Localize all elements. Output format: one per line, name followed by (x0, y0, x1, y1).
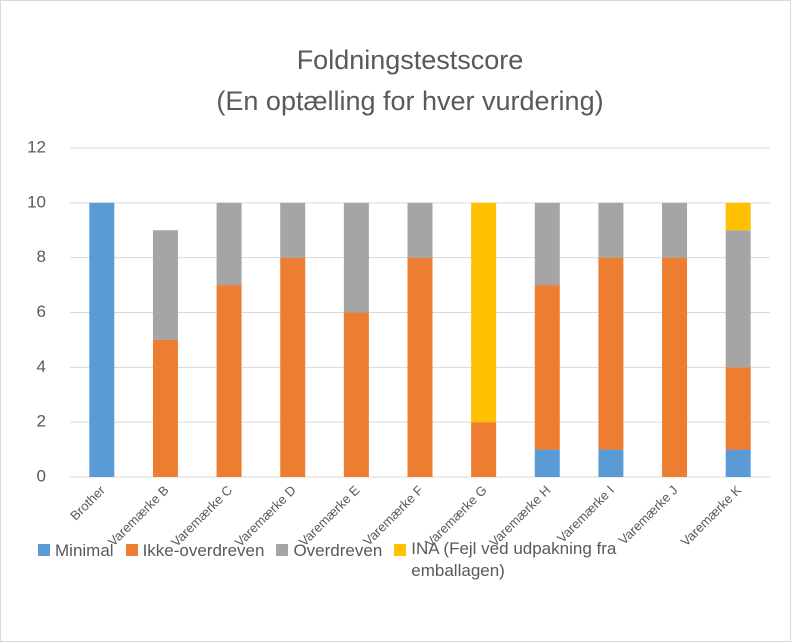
bar-segment (725, 202, 751, 231)
legend-swatch (276, 544, 289, 556)
legend-swatch (125, 544, 138, 556)
bar-segment (534, 285, 560, 450)
legend-label: INA (Fejl ved udpakning fra emballagen) (411, 539, 617, 580)
legend-item: INA (Fejl ved udpakning fra emballagen) (394, 538, 711, 582)
y-tick-label: 2 (37, 412, 46, 431)
y-tick-label: 10 (27, 192, 46, 211)
bar-segment (280, 202, 306, 258)
legend: Minimal Ikke-overdreven Overdreven INA (Fej… (38, 538, 778, 582)
chart-subtitle: (En optælling for hver vurdering) (216, 86, 603, 116)
bar-segment (280, 257, 306, 477)
bar-segment (343, 202, 369, 313)
bar-segment (598, 449, 624, 477)
bar-segment (662, 257, 688, 477)
y-tick-label: 6 (37, 302, 46, 321)
y-tick-label: 0 (37, 466, 46, 485)
bar-segment (471, 202, 497, 423)
bar-segment (725, 230, 751, 368)
bar-segment (534, 202, 560, 286)
bar-segment (725, 367, 751, 450)
legend-swatch (38, 544, 50, 556)
legend-label: Minimal (55, 541, 114, 560)
bar-segment (89, 202, 115, 478)
bar-segment (598, 202, 624, 258)
legend-item: Minimal (38, 538, 114, 561)
bar-segment (407, 202, 433, 258)
bar-segment (216, 202, 242, 286)
bar-segment (152, 230, 178, 340)
bar-segment (152, 339, 178, 477)
bar-segment (343, 312, 369, 477)
legend-item: Ikke-overdreven (125, 538, 265, 561)
bar-segment (471, 422, 497, 477)
bar-segment (534, 449, 560, 477)
legend-swatch (394, 544, 407, 556)
legend-label: Overdreven (293, 541, 383, 560)
legend-item: Overdreven (276, 538, 382, 561)
bar-segment (725, 449, 751, 477)
y-tick-label: 12 (27, 137, 46, 156)
y-tick-label: 8 (37, 247, 46, 266)
legend-label: Ikke-overdreven (142, 541, 265, 560)
bar-segment (598, 257, 624, 450)
chart-title: Foldningstestscore (297, 45, 524, 75)
bar-segment (216, 285, 242, 477)
bar-segment (662, 202, 688, 258)
y-tick-label: 4 (37, 357, 46, 376)
bar-segment (407, 257, 433, 477)
